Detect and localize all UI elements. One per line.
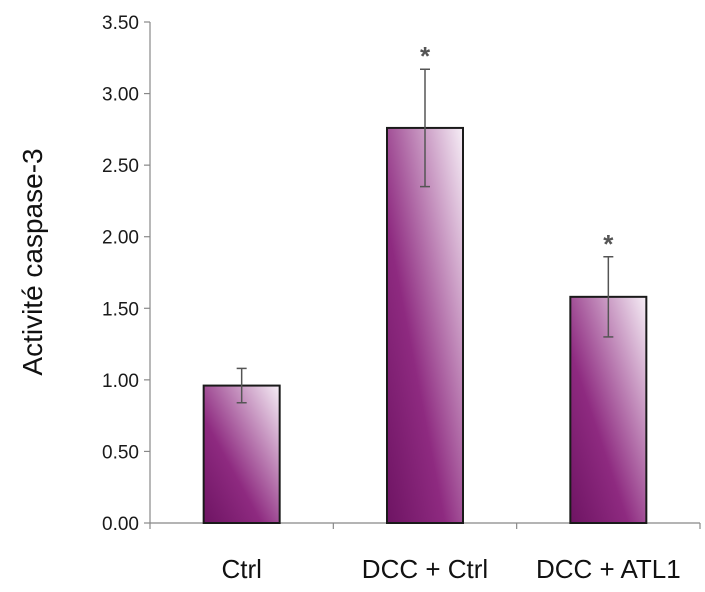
bar-1	[202, 384, 281, 524]
y-tick-label: 2.00	[102, 228, 139, 249]
significance-marker-2: *	[420, 41, 431, 71]
y-tick-label: 1.50	[102, 299, 139, 320]
category-label-2: DCC + Ctrl	[362, 554, 488, 584]
y-tick-label: 2.50	[102, 156, 139, 177]
significance-marker-3: *	[603, 229, 614, 259]
y-tick-label: 3.50	[102, 13, 139, 34]
bars	[202, 68, 648, 524]
y-tick-label: 3.00	[102, 85, 139, 106]
bar-2	[386, 126, 464, 524]
y-tick-label: 0.50	[102, 442, 139, 463]
axes: 0.00 0.50 1.00 1.50 2.00 2.50 3.00 3.50	[102, 13, 701, 535]
y-tick-label: 0.00	[102, 514, 139, 535]
labels: Ctrl * DCC + Ctrl * DCC + ATL1	[221, 41, 680, 584]
y-axis-title: Activité caspase-3	[17, 148, 48, 375]
y-tick-label: 1.00	[102, 371, 139, 392]
category-label-3: DCC + ATL1	[536, 554, 681, 584]
category-label-1: Ctrl	[221, 554, 261, 584]
